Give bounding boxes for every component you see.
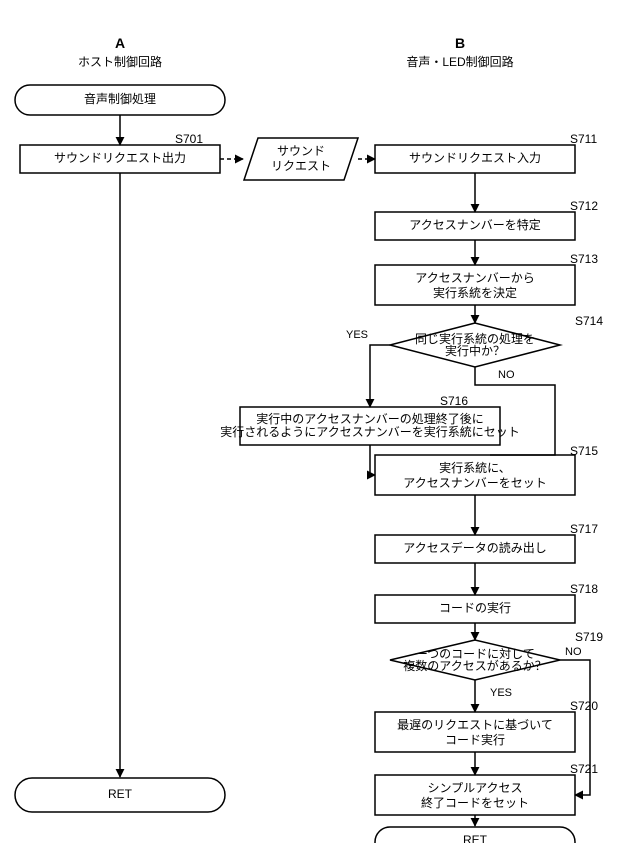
- start-a: 音声制御処理: [15, 85, 225, 115]
- sound-request-paral: サウンド リクエスト: [244, 138, 358, 180]
- svg-text:RET: RET: [108, 787, 133, 801]
- col-b-letter: B: [455, 35, 465, 51]
- s714-yes: YES: [346, 329, 368, 341]
- col-a-sub: ホスト制御回路: [78, 54, 162, 69]
- s712-box: アクセスナンバーを特定: [375, 212, 575, 240]
- s719-label: S719: [575, 630, 603, 644]
- svg-text:サウンド: サウンド: [277, 144, 325, 158]
- s701-label: S701: [175, 132, 203, 146]
- svg-text:RET: RET: [463, 833, 488, 843]
- s717-label: S717: [570, 522, 598, 536]
- s716-box: 実行中のアクセスナンバーの処理終了後に 実行されるようにアクセスナンバーを実行系…: [220, 407, 519, 445]
- ret-b: RET: [375, 827, 575, 843]
- svg-text:アクセスナンバーを特定: アクセスナンバーを特定: [409, 217, 540, 232]
- s714-decision: 同じ実行系統の処理を 実行中か？: [390, 323, 560, 367]
- svg-text:サウンドリクエスト入力: サウンドリクエスト入力: [409, 151, 541, 165]
- svg-text:複数のアクセスがあるか？: 複数のアクセスがあるか？: [403, 658, 546, 673]
- svg-text:リクエスト: リクエスト: [271, 159, 331, 173]
- svg-text:アクセスナンバーをセット: アクセスナンバーをセット: [403, 476, 546, 490]
- svg-text:サウンドリクエスト出力: サウンドリクエスト出力: [54, 151, 186, 165]
- svg-text:コードの実行: コードの実行: [439, 600, 511, 615]
- svg-text:コード実行: コード実行: [445, 732, 505, 747]
- s713-box: アクセスナンバーから 実行系統を決定: [375, 265, 575, 305]
- s714-label: S714: [575, 314, 603, 328]
- svg-text:実行系統を決定: 実行系統を決定: [433, 285, 517, 300]
- s719-no: NO: [565, 646, 582, 658]
- s717-box: アクセスデータの読み出し: [375, 535, 575, 563]
- svg-text:音声制御処理: 音声制御処理: [84, 91, 156, 106]
- s711-box: サウンドリクエスト入力: [375, 145, 575, 173]
- s721-label: S721: [570, 762, 598, 776]
- s720-label: S720: [570, 699, 598, 713]
- svg-text:シンプルアクセス: シンプルアクセス: [427, 781, 522, 795]
- svg-text:終了コードをセット: 終了コードをセット: [421, 795, 529, 810]
- col-a-letter: A: [115, 35, 125, 51]
- ret-a: RET: [15, 778, 225, 812]
- flowchart-canvas: A ホスト制御回路 B 音声・LED制御回路 音声制御処理 S701 サウンドリ…: [0, 0, 622, 843]
- s713-label: S713: [570, 252, 598, 266]
- svg-text:実行中のアクセスナンバーの処理終了後に: 実行中のアクセスナンバーの処理終了後に: [256, 411, 483, 426]
- s721-box: シンプルアクセス 終了コードをセット: [375, 775, 575, 815]
- s718-box: コードの実行: [375, 595, 575, 623]
- svg-text:実行されるようにアクセスナンバーを実行系統にセット: 実行されるようにアクセスナンバーを実行系統にセット: [220, 424, 519, 439]
- s701-box: サウンドリクエスト出力: [20, 145, 220, 173]
- s716-label: S716: [440, 394, 468, 408]
- svg-text:アクセスデータの読み出し: アクセスデータの読み出し: [403, 540, 546, 555]
- svg-text:実行中か？: 実行中か？: [445, 343, 505, 358]
- s719-decision: 一つのコードに対して 複数のアクセスがあるか？: [390, 640, 560, 680]
- svg-text:最遅のリクエストに基づいて: 最遅のリクエストに基づいて: [397, 718, 553, 732]
- svg-text:アクセスナンバーから: アクセスナンバーから: [415, 271, 534, 285]
- svg-text:実行系統に、: 実行系統に、: [439, 460, 511, 475]
- arrow-yes-714: [370, 345, 390, 407]
- s720-box: 最遅のリクエストに基づいて コード実行: [375, 712, 575, 752]
- s711-label: S711: [570, 132, 597, 146]
- col-b-sub: 音声・LED制御回路: [406, 54, 513, 69]
- arrow-no-714-seg: [475, 367, 555, 455]
- s715-box: 実行系統に、 アクセスナンバーをセット: [375, 455, 575, 495]
- s718-label: S718: [570, 582, 598, 596]
- s719-yes: YES: [490, 687, 512, 699]
- s714-no: NO: [498, 369, 515, 381]
- s712-label: S712: [570, 199, 598, 213]
